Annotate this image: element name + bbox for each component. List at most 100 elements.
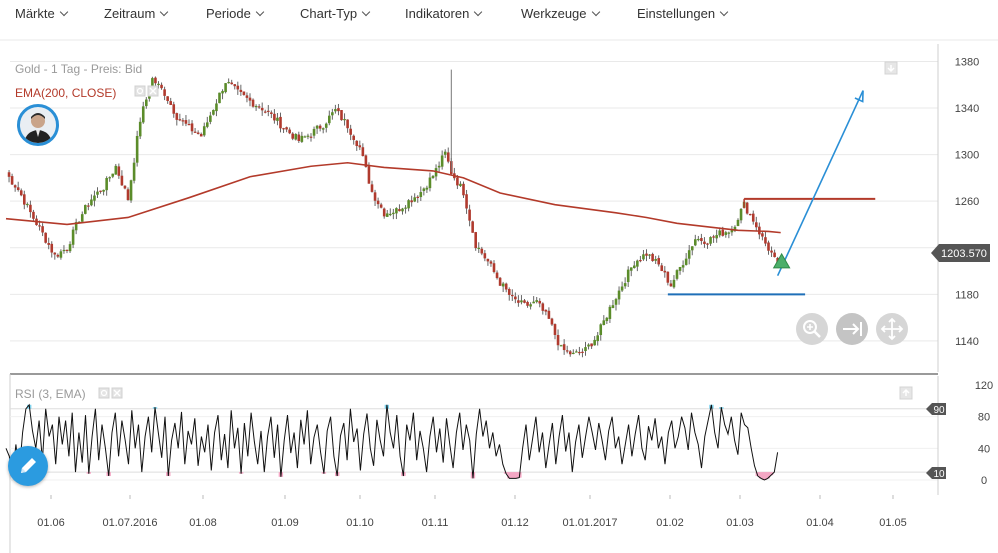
candle-down — [291, 133, 294, 139]
menu-maerkte[interactable]: Märkte — [15, 6, 68, 21]
candle-up — [328, 115, 331, 124]
collapse-price-pane-icon[interactable] — [884, 61, 898, 75]
candle-up — [611, 305, 615, 308]
candle-down — [364, 155, 368, 167]
candle-up — [629, 267, 633, 271]
candle-up — [93, 195, 96, 201]
ema-close-icon[interactable] — [147, 85, 159, 97]
candle-down — [382, 208, 386, 217]
candle-up — [532, 301, 535, 304]
candle-down — [751, 213, 755, 222]
menu-label: Zeitraum — [104, 6, 156, 21]
candle-down — [160, 84, 163, 89]
candle-down — [517, 300, 520, 303]
candle-down — [267, 110, 270, 112]
candle-up — [599, 324, 603, 336]
candle-down — [373, 192, 377, 201]
collapse-rsi-pane-icon[interactable] — [899, 386, 913, 400]
candle-down — [193, 131, 197, 133]
candle-up — [559, 345, 563, 347]
candle-down — [355, 140, 359, 146]
drawing-layer[interactable] — [667, 90, 876, 296]
rsi-oversold-fill — [513, 472, 519, 479]
candle-down — [666, 271, 670, 283]
x-tick-label: 01.04 — [806, 517, 834, 529]
price-gridlines — [10, 60, 938, 342]
ema-settings-icon[interactable] — [134, 85, 146, 97]
candle-down — [379, 204, 383, 208]
candle-down — [663, 270, 667, 273]
candle-up — [389, 213, 392, 216]
menu-periode[interactable]: Periode — [206, 6, 265, 21]
candle-up — [102, 189, 105, 192]
x-tick-label: 01.05 — [879, 517, 907, 529]
candle-up — [437, 165, 441, 168]
candle-up — [212, 109, 215, 115]
price-tick-label: 1180 — [955, 289, 979, 301]
price-tick-label: 1260 — [955, 196, 979, 208]
candle-down — [236, 85, 240, 90]
candle-down — [462, 183, 465, 196]
x-tick-label: 01.01.2017 — [562, 517, 617, 529]
candle-down — [260, 107, 264, 111]
candle-down — [178, 119, 182, 121]
forecast-arrow-line[interactable] — [776, 90, 864, 277]
candle-up — [715, 235, 718, 239]
candle-up — [535, 300, 538, 302]
candle-down — [581, 351, 584, 353]
candle-down — [279, 116, 282, 129]
zoom-in-button[interactable] — [796, 313, 828, 345]
candle-down — [657, 258, 660, 265]
zoom-to-end-button[interactable] — [836, 313, 868, 345]
rsi-oversold-fill — [765, 472, 770, 479]
candle-up — [114, 165, 118, 175]
menu-chart-typ[interactable]: Chart-Typ — [300, 6, 371, 21]
candle-down — [547, 310, 551, 319]
candle-down — [53, 252, 57, 255]
candle-down — [23, 194, 26, 205]
menu-werkzeuge[interactable]: Werkzeuge — [521, 6, 600, 21]
menu-zeitraum[interactable]: Zeitraum — [104, 6, 169, 21]
user-avatar-icon[interactable] — [17, 104, 59, 146]
menu-label: Periode — [206, 6, 251, 21]
x-tick-label: 01.12 — [501, 517, 529, 529]
candle-up — [593, 339, 596, 346]
rsi-tick-label: 40 — [978, 443, 990, 455]
candle-down — [337, 108, 340, 112]
pencil-icon — [21, 458, 36, 473]
candle-down — [175, 113, 179, 120]
candle-down — [511, 294, 514, 297]
candle-down — [257, 106, 261, 108]
candle-down — [65, 249, 69, 251]
signal-marker-icon[interactable] — [772, 252, 791, 269]
candle-down — [126, 189, 130, 201]
candle-down — [282, 128, 285, 130]
rsi-level-badge-90: 90 — [926, 403, 946, 416]
pan-button[interactable] — [876, 313, 908, 345]
candle-up — [736, 219, 740, 227]
menu-indikatoren[interactable]: Indikatoren — [405, 6, 483, 21]
candle-down — [346, 119, 349, 129]
candle-down — [492, 263, 496, 272]
draw-tool-button[interactable] — [8, 446, 48, 486]
candle-down — [526, 301, 529, 306]
rsi-settings-icon[interactable] — [98, 387, 110, 399]
candle-down — [541, 303, 545, 311]
candle-down — [761, 233, 764, 237]
candle-up — [642, 254, 645, 260]
candle-down — [370, 184, 374, 192]
candle-up — [687, 250, 691, 259]
candle-down — [273, 113, 276, 121]
menu-einstellungen[interactable]: Einstellungen — [637, 6, 729, 21]
candle-up — [111, 173, 115, 177]
candle-up — [105, 178, 108, 191]
candle-up — [697, 238, 700, 241]
candle-down — [651, 253, 654, 261]
candle-up — [672, 279, 676, 288]
rsi-close-icon[interactable] — [111, 387, 123, 399]
candle-down — [44, 232, 47, 243]
candle-down — [184, 120, 188, 124]
candle-up — [306, 135, 310, 137]
candle-down — [7, 172, 11, 177]
